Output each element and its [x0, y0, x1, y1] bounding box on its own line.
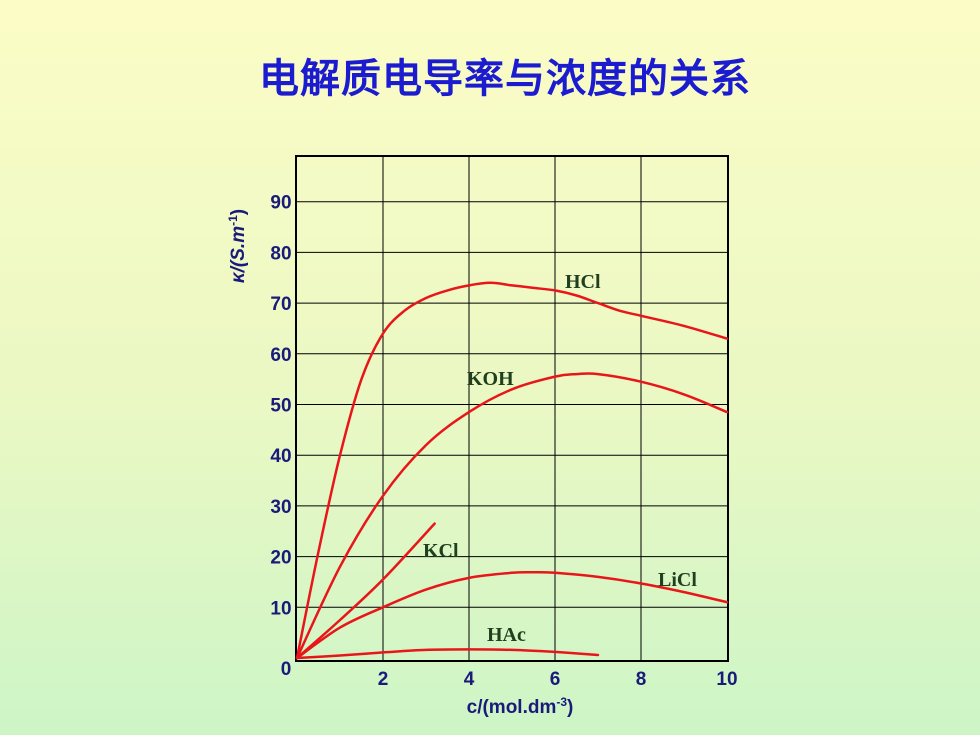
series-label-hcl: HCl — [565, 271, 601, 293]
y-tick-label: 90 — [270, 193, 291, 214]
y-tick-label: 70 — [270, 294, 291, 315]
y-tick-label: 40 — [270, 446, 291, 467]
y-tick-label: 10 — [270, 598, 291, 619]
y-axis-label-main: κ/(S.m — [228, 226, 249, 283]
x-tick-label: 6 — [550, 669, 561, 690]
series-line-koh — [295, 372, 729, 660]
y-tick-label: 50 — [270, 396, 291, 417]
series-line-hac — [295, 648, 600, 660]
series-line-kcl — [295, 522, 436, 660]
y-axis-label-tail: ) — [228, 209, 249, 215]
x-axis-label-sup: -3 — [556, 695, 567, 709]
y-tick-label: 30 — [270, 497, 291, 518]
y-axis-label-sup: -1 — [226, 215, 240, 226]
y-tick-label: 60 — [270, 345, 291, 366]
origin-label: 0 — [281, 659, 292, 680]
series-line-hcl — [295, 281, 729, 660]
series-label-kcl: KCl — [423, 540, 459, 562]
y-tick-label: 20 — [270, 548, 291, 569]
plot-area — [295, 155, 729, 662]
x-axis-label-tail: ) — [567, 697, 573, 718]
x-tick-label: 8 — [636, 669, 647, 690]
y-axis-label: κ/(S.m-1) — [226, 209, 249, 283]
x-tick-label: 2 — [378, 669, 389, 690]
slide-title: 电解质电导率与浓度的关系 — [259, 56, 751, 102]
series-line-licl — [295, 570, 729, 660]
x-axis-label: c/(mol.dm-3) — [467, 695, 574, 718]
grid-lines — [296, 156, 728, 661]
x-tick-label: 10 — [716, 669, 737, 690]
series-layer: HCl KOH KCl LiCl HAc — [295, 271, 729, 660]
tick-labels: 2 4 6 8 10 10 20 30 40 50 60 70 80 90 0 — [270, 193, 737, 690]
series-label-hac: HAc — [487, 624, 526, 646]
series-label-licl: LiCl — [658, 569, 697, 591]
x-tick-label: 4 — [464, 669, 475, 690]
series-label-koh: KOH — [467, 368, 514, 390]
y-tick-label: 80 — [270, 243, 291, 264]
